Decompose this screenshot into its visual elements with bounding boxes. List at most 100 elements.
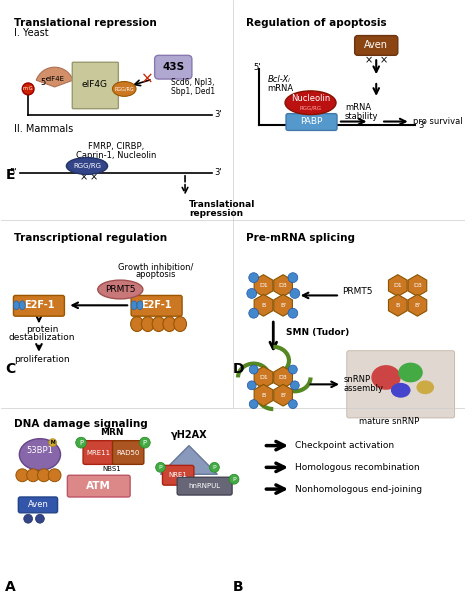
Ellipse shape: [249, 308, 259, 318]
FancyBboxPatch shape: [18, 497, 57, 513]
Text: eIF4G: eIF4G: [82, 80, 108, 89]
Ellipse shape: [163, 316, 176, 331]
Text: B': B': [414, 303, 420, 308]
Text: FMRP, CIRBP,: FMRP, CIRBP,: [88, 142, 145, 151]
Text: 43S: 43S: [162, 62, 184, 72]
Text: ×: ×: [90, 172, 98, 182]
Text: E2F-1: E2F-1: [24, 300, 54, 311]
Text: Translational repression: Translational repression: [14, 18, 157, 28]
Text: B': B': [280, 303, 286, 308]
Ellipse shape: [229, 474, 239, 484]
Text: DNA damage signaling: DNA damage signaling: [14, 419, 148, 429]
Ellipse shape: [247, 381, 256, 390]
Text: B': B': [280, 393, 286, 398]
Text: P: P: [79, 440, 83, 446]
Ellipse shape: [288, 308, 298, 318]
Ellipse shape: [249, 365, 258, 374]
Text: 53BP1: 53BP1: [27, 446, 54, 455]
Text: 3': 3': [214, 110, 222, 119]
Ellipse shape: [19, 439, 61, 470]
FancyBboxPatch shape: [155, 55, 192, 79]
Ellipse shape: [291, 381, 299, 390]
Text: ×: ×: [380, 55, 388, 66]
Text: ×: ×: [80, 172, 88, 182]
Ellipse shape: [98, 280, 143, 299]
Text: P: P: [213, 465, 216, 470]
Text: Nucleolin: Nucleolin: [291, 94, 330, 103]
Polygon shape: [274, 367, 292, 389]
Text: 5': 5': [40, 77, 47, 86]
Ellipse shape: [49, 439, 56, 446]
FancyBboxPatch shape: [286, 114, 337, 131]
FancyBboxPatch shape: [72, 62, 118, 108]
Text: M: M: [50, 440, 55, 445]
Ellipse shape: [131, 301, 137, 310]
Ellipse shape: [24, 514, 33, 523]
Text: repression: repression: [189, 209, 243, 219]
Ellipse shape: [398, 362, 423, 383]
Text: PRMT5: PRMT5: [342, 287, 373, 296]
Text: RGG/RG: RGG/RG: [73, 163, 101, 169]
Ellipse shape: [417, 380, 434, 394]
Ellipse shape: [36, 514, 45, 523]
Ellipse shape: [247, 288, 256, 299]
Ellipse shape: [48, 469, 61, 482]
Text: D3: D3: [279, 283, 288, 288]
Ellipse shape: [290, 288, 300, 299]
Text: NBS1: NBS1: [102, 466, 121, 472]
Ellipse shape: [391, 383, 410, 398]
Ellipse shape: [289, 400, 297, 409]
Text: Scd6, Npl3,: Scd6, Npl3,: [171, 79, 215, 88]
FancyBboxPatch shape: [131, 296, 182, 316]
Ellipse shape: [66, 157, 108, 175]
Text: P: P: [143, 440, 147, 446]
Ellipse shape: [285, 91, 336, 114]
Ellipse shape: [137, 301, 143, 310]
FancyBboxPatch shape: [13, 296, 64, 316]
Ellipse shape: [37, 469, 50, 482]
Text: mRNA: mRNA: [345, 103, 371, 112]
Ellipse shape: [174, 316, 186, 331]
Polygon shape: [408, 275, 427, 296]
Ellipse shape: [210, 462, 219, 472]
Text: SMN (Tudor): SMN (Tudor): [286, 328, 349, 337]
Ellipse shape: [249, 400, 258, 409]
Ellipse shape: [249, 273, 259, 283]
Text: MRE11: MRE11: [87, 449, 111, 455]
Polygon shape: [408, 294, 427, 316]
Text: snRNP: snRNP: [344, 375, 371, 384]
Ellipse shape: [112, 82, 136, 97]
Text: B: B: [261, 393, 265, 398]
FancyBboxPatch shape: [355, 36, 398, 55]
Polygon shape: [389, 275, 407, 296]
Text: D3: D3: [413, 283, 422, 288]
Text: 5': 5': [254, 63, 261, 72]
Text: Caprin-1, Nucleolin: Caprin-1, Nucleolin: [76, 151, 156, 160]
Text: ×: ×: [365, 55, 373, 66]
Ellipse shape: [19, 301, 25, 310]
Text: PABP: PABP: [301, 117, 323, 126]
Text: Aven: Aven: [364, 41, 388, 51]
Text: Translational: Translational: [189, 200, 255, 209]
Text: B: B: [261, 303, 265, 308]
Text: I. Yeast: I. Yeast: [14, 27, 49, 38]
Text: RAD50: RAD50: [117, 449, 140, 455]
Text: 3': 3': [214, 169, 222, 178]
Ellipse shape: [289, 365, 297, 374]
Text: ×: ×: [141, 72, 154, 86]
FancyBboxPatch shape: [83, 440, 114, 464]
Text: P: P: [159, 465, 162, 470]
Text: Transcriptional regulation: Transcriptional regulation: [14, 233, 167, 243]
FancyBboxPatch shape: [112, 440, 144, 464]
Text: assembly: assembly: [344, 384, 384, 393]
Text: hnRNPUL: hnRNPUL: [189, 483, 221, 489]
Text: Checkpoint activation: Checkpoint activation: [295, 441, 394, 450]
Text: B: B: [233, 580, 244, 594]
Ellipse shape: [22, 83, 34, 95]
Text: D3: D3: [279, 375, 288, 380]
Text: destabilization: destabilization: [9, 333, 75, 343]
Polygon shape: [254, 384, 273, 406]
Text: pro survival: pro survival: [413, 117, 463, 126]
Text: Sbp1, Ded1: Sbp1, Ded1: [171, 88, 215, 97]
Polygon shape: [274, 384, 292, 406]
